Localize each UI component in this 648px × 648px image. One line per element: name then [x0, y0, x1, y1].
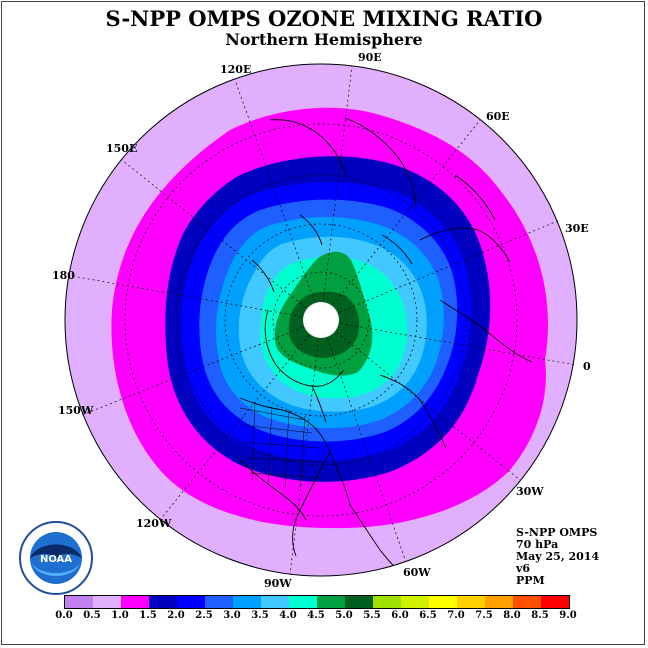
color-scale-tick: 2.0	[167, 610, 185, 621]
lon-label: 150W	[58, 404, 94, 417]
color-scale-ticks: 0.0 0.5 1.0 1.5 2.0 2.5 3.0 3.5 4.0 4.5 5.0 5.5 6.0 6…	[52, 610, 612, 624]
color-scale-swatch	[261, 596, 289, 608]
color-scale-swatch	[513, 596, 541, 608]
color-scale-swatch	[93, 596, 121, 608]
color-scale-swatch	[205, 596, 233, 608]
color-scale-tick: 1.0	[111, 610, 129, 621]
color-scale-tick: 1.5	[139, 610, 157, 621]
color-scale-tick: 6.0	[391, 610, 409, 621]
color-scale-tick: 7.0	[447, 610, 465, 621]
lon-label: 90E	[358, 51, 382, 64]
us-state-grid	[239, 401, 323, 489]
color-scale-tick: 3.0	[223, 610, 241, 621]
color-scale-swatch	[177, 596, 205, 608]
info-level: 70 hPa	[516, 538, 559, 551]
info-date: May 25, 2014	[516, 550, 600, 563]
product-info: S-NPP OMPS 70 hPa May 25, 2014 v6 PPM	[516, 527, 599, 587]
color-scale-swatch	[233, 596, 261, 608]
lon-label: 30W	[516, 485, 544, 498]
color-scale-swatch	[485, 596, 513, 608]
lon-label: 30E	[565, 222, 589, 235]
color-scale-swatch	[317, 596, 345, 608]
color-scale-swatch	[373, 596, 401, 608]
color-scale-swatch	[457, 596, 485, 608]
color-scale-swatch	[149, 596, 177, 608]
color-scale-tick: 5.5	[363, 610, 381, 621]
polar-data-gap	[302, 301, 340, 339]
coastlines	[237, 117, 533, 576]
color-scale-bar	[64, 595, 570, 609]
color-scale-swatch	[541, 596, 569, 608]
lon-label: 60W	[403, 566, 431, 579]
lon-label: 150E	[106, 142, 137, 155]
longitude-labels: 90E 60E 30E 0 30W 60W 90W 120W 150W 180 …	[52, 51, 591, 590]
map-subtitle: Northern Hemisphere	[225, 30, 423, 49]
color-scale-tick: 7.5	[475, 610, 493, 621]
lon-label: 180	[52, 269, 75, 282]
color-scale-swatch	[65, 596, 93, 608]
lon-label: 60E	[486, 110, 510, 123]
color-scale-tick: 2.5	[195, 610, 213, 621]
color-scale-tick: 4.5	[307, 610, 325, 621]
color-scale-swatch	[289, 596, 317, 608]
lon-label: 120E	[220, 63, 251, 76]
lon-label: 90W	[264, 577, 292, 590]
map-boundary	[64, 63, 578, 577]
color-scale-tick: 4.0	[279, 610, 297, 621]
svg-text:NOAA: NOAA	[40, 554, 72, 565]
color-scale-tick: 8.0	[503, 610, 521, 621]
color-scale-tick: 5.0	[335, 610, 353, 621]
color-scale-swatch	[429, 596, 457, 608]
color-scale-swatch	[345, 596, 373, 608]
color-scale-swatch	[121, 596, 149, 608]
color-scale-tick: 0.0	[55, 610, 73, 621]
graticule	[65, 65, 577, 575]
info-units: PPM	[516, 574, 545, 587]
color-scale-tick: 6.5	[419, 610, 437, 621]
color-scale-swatch	[401, 596, 429, 608]
color-scale-tick: 0.5	[83, 610, 101, 621]
info-version: v6	[516, 562, 531, 575]
noaa-logo-icon: NOAA	[18, 520, 94, 600]
lon-label: 0	[583, 360, 591, 373]
info-instrument: S-NPP OMPS	[516, 526, 598, 539]
color-scale-tick: 3.5	[251, 610, 269, 621]
map-title: S-NPP OMPS OZONE MIXING RATIO	[105, 6, 543, 31]
lon-label: 120W	[136, 517, 172, 530]
color-scale-tick: 8.5	[531, 610, 549, 621]
color-scale-tick: 9.0	[559, 610, 577, 621]
